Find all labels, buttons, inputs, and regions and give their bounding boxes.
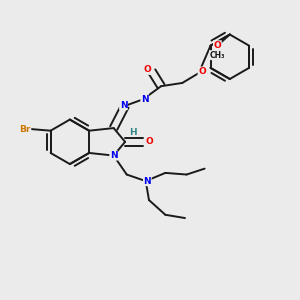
Text: Br: Br: [20, 124, 31, 134]
Text: O: O: [143, 65, 151, 74]
Text: H: H: [130, 128, 137, 136]
Text: CH₃: CH₃: [210, 51, 225, 60]
Text: O: O: [198, 67, 206, 76]
Text: O: O: [214, 41, 221, 50]
Text: N: N: [120, 101, 127, 110]
Text: O: O: [145, 137, 153, 146]
Text: N: N: [141, 95, 148, 104]
Text: N: N: [143, 177, 151, 186]
Text: N: N: [110, 151, 118, 160]
